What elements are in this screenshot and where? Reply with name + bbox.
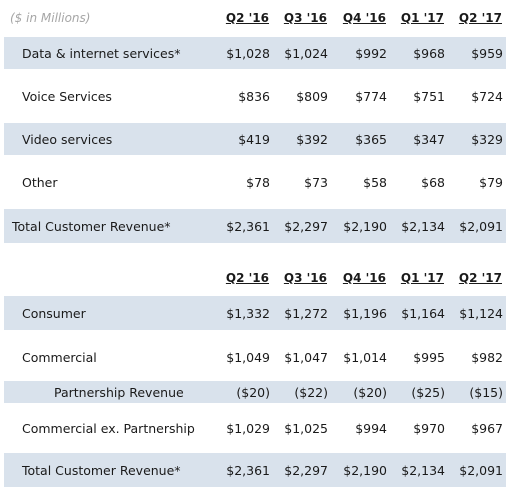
cell-value: $73: [304, 174, 328, 190]
row-label: Video services: [22, 131, 113, 147]
table-row: Other $78 $73 $58 $68 $79: [4, 166, 506, 198]
cell-value: $724: [471, 88, 503, 104]
cell-value: $2,297: [284, 462, 328, 478]
cell-value: $2,361: [226, 218, 270, 234]
table-row: Video services $419 $392 $365 $347 $329: [4, 123, 506, 155]
row-label: Partnership Revenue: [54, 384, 184, 400]
cell-value: $836: [238, 88, 270, 104]
row-label: Commercial ex. Partnership: [22, 420, 195, 436]
cell-value: $2,091: [459, 218, 503, 234]
cell-value: $347: [413, 131, 445, 147]
cell-value: $2,134: [401, 462, 445, 478]
row-label: Voice Services: [22, 88, 112, 104]
row-label: Data & internet services*: [22, 45, 181, 61]
cell-value: ($20): [353, 384, 387, 400]
cell-value: $751: [413, 88, 445, 104]
cell-value: $1,047: [284, 349, 328, 365]
cell-value: $994: [355, 420, 387, 436]
cell-value: $1,029: [226, 420, 270, 436]
cell-value: $392: [296, 131, 328, 147]
cell-value: $967: [471, 420, 503, 436]
cell-value: $1,025: [284, 420, 328, 436]
table-row-total: Total Customer Revenue* $2,361 $2,297 $2…: [4, 453, 506, 487]
cell-value: $2,190: [343, 218, 387, 234]
units-note: ($ in Millions): [10, 11, 91, 25]
cell-value: ($22): [294, 384, 328, 400]
cell-value: $809: [296, 88, 328, 104]
column-header: Q4 '16: [342, 11, 386, 25]
cell-value: $2,134: [401, 218, 445, 234]
column-header: Q2 '17: [458, 11, 502, 25]
cell-value: $329: [471, 131, 503, 147]
cell-value: $1,332: [226, 305, 270, 321]
cell-value: $2,091: [459, 462, 503, 478]
cell-value: $959: [471, 45, 503, 61]
cell-value: $2,361: [226, 462, 270, 478]
row-label: Other: [22, 174, 58, 190]
table-row: Consumer $1,332 $1,272 $1,196 $1,164 $1,…: [4, 296, 506, 330]
cell-value: $774: [355, 88, 387, 104]
cell-value: $1,024: [284, 45, 328, 61]
table-row: Voice Services $836 $809 $774 $751 $724: [4, 80, 506, 112]
table-row: Commercial $1,049 $1,047 $1,014 $995 $98…: [4, 340, 506, 374]
cell-value: $1,164: [401, 305, 445, 321]
column-header: Q2 '17: [458, 271, 502, 285]
table2-header: Q2 '16 Q3 '16 Q4 '16 Q1 '17 Q2 '17: [0, 271, 516, 287]
cell-value: $968: [413, 45, 445, 61]
cell-value: $995: [413, 349, 445, 365]
cell-value: $1,196: [343, 305, 387, 321]
cell-value: ($25): [411, 384, 445, 400]
cell-value: $58: [363, 174, 387, 190]
column-header: Q2 '16: [225, 11, 269, 25]
row-label: Consumer: [22, 305, 86, 321]
table-row: Commercial ex. Partnership $1,029 $1,025…: [4, 410, 506, 446]
cell-value: $419: [238, 131, 270, 147]
column-header: Q4 '16: [342, 271, 386, 285]
column-header: Q1 '17: [400, 11, 444, 25]
cell-value: $992: [355, 45, 387, 61]
cell-value: $1,028: [226, 45, 270, 61]
table-row: Partnership Revenue ($20) ($22) ($20) ($…: [4, 381, 506, 403]
cell-value: $1,014: [343, 349, 387, 365]
column-header: Q2 '16: [225, 271, 269, 285]
row-label: Commercial: [22, 349, 97, 365]
table-row: Data & internet services* $1,028 $1,024 …: [4, 37, 506, 69]
cell-value: $2,190: [343, 462, 387, 478]
cell-value: $2,297: [284, 218, 328, 234]
cell-value: $68: [421, 174, 445, 190]
column-header: Q1 '17: [400, 271, 444, 285]
table-row-total: Total Customer Revenue* $2,361 $2,297 $2…: [4, 209, 506, 243]
cell-value: $78: [246, 174, 270, 190]
cell-value: ($15): [469, 384, 503, 400]
cell-value: $365: [355, 131, 387, 147]
row-label: Total Customer Revenue*: [12, 218, 171, 234]
cell-value: $1,049: [226, 349, 270, 365]
cell-value: $79: [479, 174, 503, 190]
cell-value: ($20): [236, 384, 270, 400]
cell-value: $970: [413, 420, 445, 436]
column-header: Q3 '16: [283, 11, 327, 25]
row-label: Total Customer Revenue*: [22, 462, 181, 478]
cell-value: $1,124: [459, 305, 503, 321]
column-header: Q3 '16: [283, 271, 327, 285]
table1-header: Q2 '16 Q3 '16 Q4 '16 Q1 '17 Q2 '17: [0, 11, 516, 27]
cell-value: $1,272: [284, 305, 328, 321]
cell-value: $982: [471, 349, 503, 365]
